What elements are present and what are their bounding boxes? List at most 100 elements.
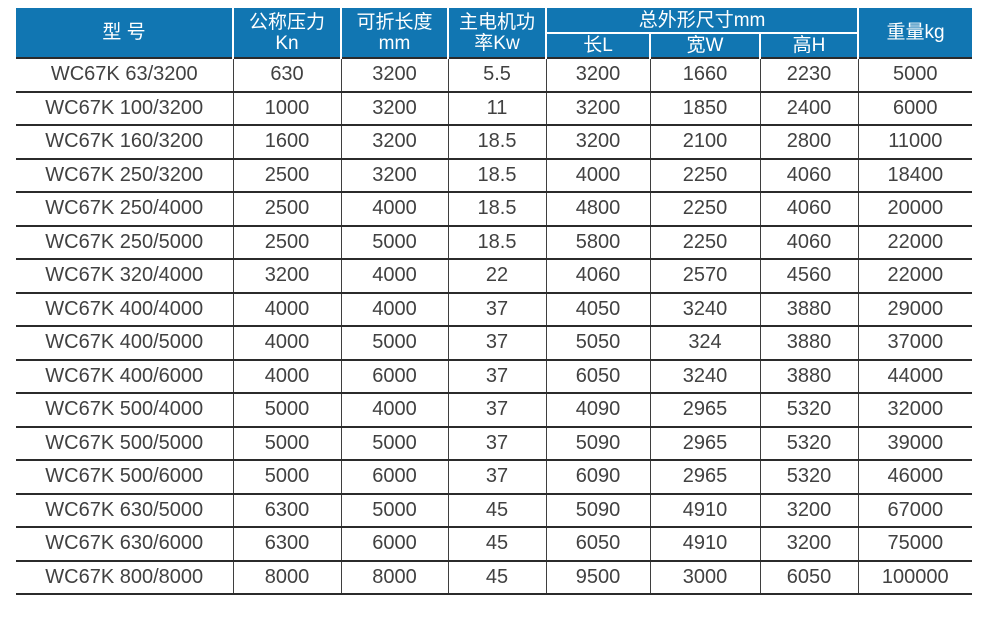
value-cell: 3200 (759, 493, 859, 528)
value-cell: 3200 (759, 527, 859, 562)
value-cell: 2100 (649, 125, 760, 160)
table-row: WC67K 250/3200 2500 3200 18.5 4000 2250 4060 18… (16, 158, 973, 193)
value-cell: 630 (232, 57, 341, 93)
col-header-fold-length-line2: mm (378, 32, 411, 54)
col-header-weight-label: 重量kg (886, 22, 945, 43)
col-header-model: 型 号 (16, 8, 233, 58)
col-header-dim-length: 长L (545, 32, 650, 58)
value-cell: 5000 (857, 57, 973, 93)
table-header: 型 号 公称压力 Kn 可折长度 mm 主电机功 率Kw 总外形尺寸mm (16, 8, 973, 58)
col-header-dim-height-label: 高H (792, 35, 826, 56)
value-cell: 4000 (232, 359, 341, 394)
value-cell: 4000 (232, 292, 341, 327)
value-cell: 45 (447, 527, 546, 562)
col-header-dim-width-label: 宽W (686, 35, 724, 56)
model-cell: WC67K 320/4000 (16, 259, 233, 294)
value-cell: 18400 (857, 158, 973, 193)
value-cell: 18.5 (447, 125, 546, 160)
table-row: WC67K 500/4000 5000 4000 37 4090 2965 5320 3200… (16, 393, 973, 428)
col-header-motor-power-line2: 率Kw (474, 32, 520, 54)
value-cell: 1600 (232, 125, 341, 160)
col-header-dim-width: 宽W (649, 32, 760, 58)
col-header-weight: 重量kg (857, 8, 973, 58)
value-cell: 5050 (545, 326, 650, 361)
table-row: WC67K 500/6000 5000 6000 37 6090 2965 5320 4600… (16, 460, 973, 495)
model-cell: WC67K 500/4000 (16, 393, 233, 428)
model-cell: WC67K 100/3200 (16, 91, 233, 126)
table-row: WC67K 160/3200 1600 3200 18.5 3200 2100 2800 11… (16, 125, 973, 160)
table-row: WC67K 250/4000 2500 4000 18.5 4800 2250 4060 20… (16, 192, 973, 227)
value-cell: 5090 (545, 493, 650, 528)
value-cell: 3000 (649, 560, 760, 595)
value-cell: 6000 (340, 359, 448, 394)
value-cell: 37 (447, 292, 546, 327)
value-cell: 2500 (232, 225, 341, 260)
table-row: WC67K 400/6000 4000 6000 37 6050 3240 3880 4400… (16, 359, 973, 394)
table-row: WC67K 630/6000 6300 6000 45 6050 4910 3200 7500… (16, 527, 973, 562)
value-cell: 5320 (759, 460, 859, 495)
value-cell: 11 (447, 91, 546, 126)
value-cell: 4560 (759, 259, 859, 294)
value-cell: 6000 (340, 460, 448, 495)
value-cell: 22000 (857, 259, 973, 294)
value-cell: 37 (447, 460, 546, 495)
value-cell: 2965 (649, 393, 760, 428)
value-cell: 45 (447, 560, 546, 595)
value-cell: 75000 (857, 527, 973, 562)
value-cell: 6050 (545, 359, 650, 394)
model-cell: WC67K 400/5000 (16, 326, 233, 361)
col-header-motor-power: 主电机功 率Kw (447, 8, 546, 58)
model-cell: WC67K 160/3200 (16, 125, 233, 160)
value-cell: 5000 (232, 460, 341, 495)
spec-table-container: 型 号 公称压力 Kn 可折长度 mm 主电机功 率Kw 总外形尺寸mm (16, 8, 973, 595)
col-header-pressure-line2: Kn (275, 32, 299, 54)
value-cell: 4000 (545, 158, 650, 193)
value-cell: 5000 (340, 493, 448, 528)
value-cell: 2250 (649, 158, 760, 193)
table-body: WC67K 63/3200 630 3200 5.5 3200 1660 2230 5000 W… (16, 57, 973, 595)
value-cell: 4910 (649, 493, 760, 528)
col-header-motor-power-line1: 主电机功 (458, 11, 535, 33)
col-header-pressure-line1: 公称压力 (248, 11, 325, 33)
col-header-fold-length: 可折长度 mm (340, 8, 448, 58)
value-cell: 9500 (545, 560, 650, 595)
value-cell: 67000 (857, 493, 973, 528)
value-cell: 3200 (545, 125, 650, 160)
value-cell: 22 (447, 259, 546, 294)
value-cell: 6050 (759, 560, 859, 595)
value-cell: 37000 (857, 326, 973, 361)
value-cell: 46000 (857, 460, 973, 495)
col-header-model-label: 型 号 (102, 22, 146, 43)
value-cell: 6300 (232, 493, 341, 528)
value-cell: 5000 (340, 326, 448, 361)
value-cell: 22000 (857, 225, 973, 260)
table-row: WC67K 630/5000 6300 5000 45 5090 4910 3200 6700… (16, 493, 973, 528)
value-cell: 6300 (232, 527, 341, 562)
value-cell: 1000 (232, 91, 341, 126)
value-cell: 2965 (649, 460, 760, 495)
value-cell: 2500 (232, 192, 341, 227)
value-cell: 37 (447, 326, 546, 361)
value-cell: 4910 (649, 527, 760, 562)
value-cell: 44000 (857, 359, 973, 394)
value-cell: 4060 (759, 225, 859, 260)
col-header-pressure: 公称压力 Kn (232, 8, 341, 58)
value-cell: 3200 (340, 158, 448, 193)
value-cell: 3200 (545, 91, 650, 126)
value-cell: 3240 (649, 292, 760, 327)
value-cell: 2230 (759, 57, 859, 93)
value-cell: 3880 (759, 359, 859, 394)
value-cell: 18.5 (447, 158, 546, 193)
value-cell: 4060 (545, 259, 650, 294)
value-cell: 2500 (232, 158, 341, 193)
value-cell: 2400 (759, 91, 859, 126)
col-header-dimensions-group: 总外形尺寸mm (544, 8, 859, 33)
col-header-fold-length-line1: 可折长度 (356, 11, 433, 33)
value-cell: 2570 (649, 259, 760, 294)
value-cell: 100000 (857, 560, 973, 595)
value-cell: 5000 (340, 426, 448, 461)
value-cell: 4800 (545, 192, 650, 227)
value-cell: 3200 (340, 57, 448, 93)
model-cell: WC67K 500/6000 (16, 460, 233, 495)
value-cell: 6090 (545, 460, 650, 495)
